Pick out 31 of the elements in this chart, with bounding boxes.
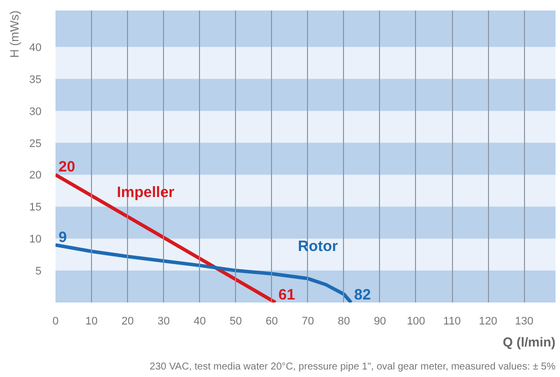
y-tick-label: 30 [29, 106, 42, 118]
x-tick-label: 0 [52, 316, 59, 328]
x-tick-label: 20 [121, 316, 134, 328]
x-tick-label: 90 [374, 316, 386, 328]
x-tick-label: 100 [406, 316, 426, 328]
y-tick-label: 40 [29, 42, 42, 54]
text: 230 VAC, test media water 20°C, pressure pipe 1", oval gear meter, measured values: ± 5% [150, 362, 556, 372]
annotation: 61 [278, 286, 296, 304]
x-tick-label: 110 [443, 316, 461, 328]
x-tick-label: 10 [85, 316, 98, 328]
series-label: Impeller [116, 184, 175, 202]
x-tick-label: 40 [194, 316, 206, 328]
annotation: 9 [58, 228, 67, 246]
x-tick-label: 130 [514, 316, 534, 328]
x-tick-label: 60 [266, 316, 278, 328]
x-tick-label: 70 [302, 316, 314, 328]
annotation: 20 [58, 158, 76, 176]
y-tick-label: 20 [29, 170, 42, 182]
x-tick-label: 50 [230, 316, 242, 328]
annotation: 82 [354, 286, 371, 304]
y-tick-label: 35 [29, 74, 42, 86]
series-label: Rotor [298, 238, 338, 256]
x-tick-label: 30 [158, 316, 170, 328]
y-tick-label: 10 [29, 234, 42, 246]
x-tick-label: 80 [338, 316, 350, 328]
x-tick-label: 120 [478, 316, 498, 328]
x-axis-title: Q (l/min) [502, 334, 556, 350]
y-tick-label: 15 [29, 202, 42, 214]
y-axis-title: H (mWs) [8, 10, 22, 58]
y-tick-label: 25 [29, 138, 42, 150]
y-tick-label: 5 [35, 266, 42, 278]
